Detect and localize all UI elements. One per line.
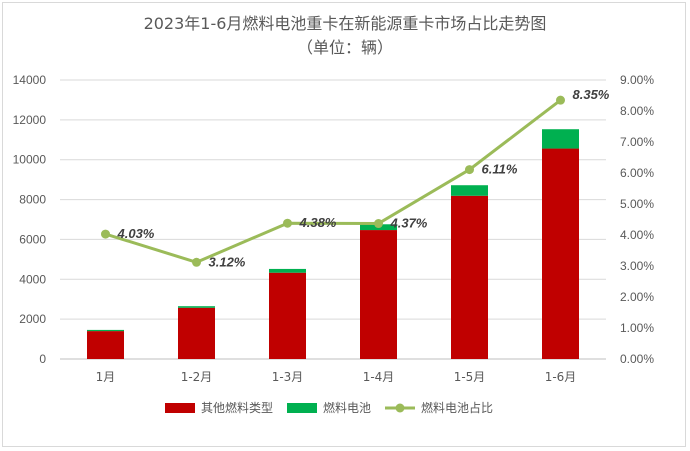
bar-other-fuel — [87, 331, 124, 359]
bar-other-fuel — [451, 195, 488, 359]
data-label: 4.37% — [390, 216, 428, 231]
y-right-tick-label: 2.00% — [620, 290, 654, 304]
y-left-tick-label: 10000 — [13, 153, 47, 167]
y-right-tick-label: 9.00% — [620, 73, 654, 87]
bar-other-fuel — [542, 148, 579, 359]
legend-swatch — [165, 403, 195, 413]
data-label: 6.11% — [482, 162, 518, 177]
y-left-tick-label: 4000 — [19, 272, 46, 286]
legend-swatch-marker — [395, 403, 405, 413]
line-point — [556, 95, 565, 105]
y-right-tick-label: 1.00% — [620, 321, 654, 335]
y-right-tick-label: 8.00% — [620, 104, 654, 118]
data-label: 4.38% — [299, 215, 337, 230]
bar-fuel-cell — [269, 268, 306, 273]
y-right-tick-label: 3.00% — [620, 259, 654, 273]
x-tick-label: 1-5月 — [454, 370, 486, 384]
bar-fuel-cell — [178, 306, 215, 308]
chart-title: 2023年1-6月燃料电池重卡在新能源重卡市场占比走势图 — [143, 14, 547, 33]
legend-swatch — [287, 403, 317, 413]
bar-other-fuel — [360, 230, 397, 359]
x-tick-label: 1月 — [96, 370, 116, 384]
bar-fuel-cell — [451, 185, 488, 196]
y-right-tick-label: 5.00% — [620, 197, 654, 211]
y-left-tick-label: 12000 — [13, 113, 47, 127]
chart-subtitle: （单位：辆） — [296, 38, 393, 57]
line-point — [374, 219, 383, 229]
legend-label: 燃料电池占比 — [421, 400, 493, 415]
y-left-tick-label: 2000 — [19, 312, 46, 326]
bar-other-fuel — [178, 307, 215, 359]
y-right-tick-label: 4.00% — [620, 228, 654, 242]
y-left-tick-label: 0 — [39, 352, 46, 366]
x-tick-label: 1-3月 — [272, 370, 304, 384]
y-left-tick-label: 14000 — [13, 73, 47, 87]
data-label: 8.35% — [573, 87, 610, 102]
line-point — [283, 218, 292, 228]
line-point — [465, 165, 474, 175]
x-tick-label: 1-4月 — [363, 370, 395, 384]
fuel-cell-share-line — [105, 98, 562, 264]
bar-other-fuel — [269, 272, 306, 359]
legend-label: 其他燃料类型 — [201, 400, 273, 415]
data-label: 3.12% — [209, 254, 246, 269]
line-point — [192, 257, 201, 267]
x-tick-label: 1-6月 — [545, 370, 577, 384]
data-label: 4.03% — [117, 226, 155, 241]
y-right-tick-label: 6.00% — [620, 166, 654, 180]
x-tick-label: 1-2月 — [181, 370, 213, 384]
line-point — [101, 229, 110, 239]
y-right-tick-label: 0.00% — [620, 352, 654, 366]
y-right-tick-label: 7.00% — [620, 135, 654, 149]
y-left-tick-label: 8000 — [19, 193, 46, 207]
y-left-tick-label: 6000 — [19, 232, 46, 246]
legend-label: 燃料电池 — [323, 400, 371, 415]
bar-fuel-cell — [542, 129, 579, 149]
bar-fuel-cell — [87, 329, 124, 332]
